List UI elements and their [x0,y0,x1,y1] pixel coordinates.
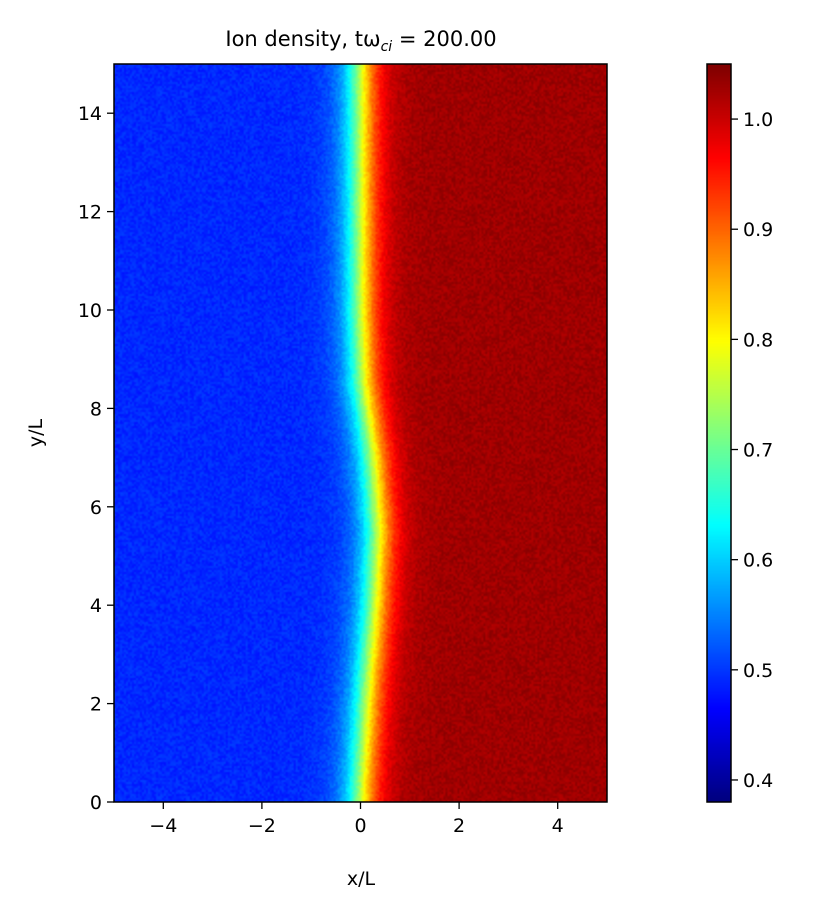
x-axis-label: x/L [347,868,376,890]
y-axis-ticks: 0 2 4 6 8 10 12 14 [78,103,114,814]
title-subscript: ci [381,39,393,55]
x-tick-label: 4 [552,815,564,837]
y-tick-label: 12 [78,202,102,224]
y-tick-label: 0 [90,792,102,814]
x-tick-label: −4 [149,815,177,837]
heatmap-plot: −4 −2 0 2 4 0 2 4 6 8 10 12 14 [78,63,608,837]
title-main: Ion density, tω [225,27,380,51]
y-axis-label: y/L [25,418,47,447]
colorbar-tick-label: 0.6 [743,550,773,572]
title-value: = 200.00 [392,27,496,51]
colorbar-tick-label: 0.7 [743,440,773,462]
y-tick-label: 2 [90,694,102,716]
colorbar-ticks: 0.4 0.5 0.6 0.7 0.8 0.9 1.0 [731,109,773,792]
x-tick-label: −2 [248,815,276,837]
y-tick-label: 10 [78,300,102,322]
y-tick-label: 6 [90,497,102,519]
colorbar-tick-label: 0.9 [743,219,773,241]
colorbar: 0.4 0.5 0.6 0.7 0.8 0.9 1.0 [706,63,773,803]
x-axis-ticks: −4 −2 0 2 4 [149,802,564,837]
colorbar-tick-label: 0.8 [743,329,773,351]
y-tick-label: 4 [90,595,102,617]
y-tick-label: 14 [78,103,102,125]
y-tick-label: 8 [90,398,102,420]
x-tick-label: 0 [354,815,366,837]
x-tick-label: 2 [453,815,465,837]
colorbar-frame [706,63,732,803]
colorbar-tick-label: 0.4 [743,770,773,792]
chart-title: Ion density, tωci = 200.00 [225,27,496,55]
colorbar-tick-label: 0.5 [743,660,773,682]
colorbar-tick-label: 1.0 [743,109,773,131]
heatmap-image [114,64,607,802]
colorbar-gradient [707,64,731,802]
